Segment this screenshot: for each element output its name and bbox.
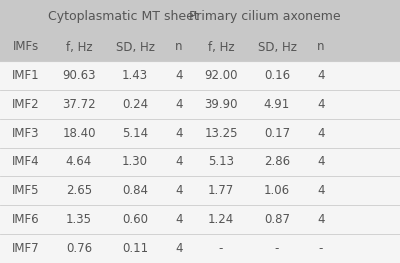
Bar <box>0 205 400 234</box>
Text: f, Hz: f, Hz <box>208 41 234 53</box>
Bar <box>0 234 400 263</box>
Text: 18.40: 18.40 <box>62 127 96 140</box>
Text: 4: 4 <box>175 98 183 111</box>
Text: 39.90: 39.90 <box>204 98 238 111</box>
Text: 0.84: 0.84 <box>122 184 148 197</box>
Text: IMF7: IMF7 <box>12 242 40 255</box>
Text: 0.16: 0.16 <box>264 69 290 82</box>
Bar <box>0 148 400 176</box>
Text: 1.06: 1.06 <box>264 184 290 197</box>
Text: 1.43: 1.43 <box>122 69 148 82</box>
Bar <box>0 0 400 61</box>
Text: 4: 4 <box>175 184 183 197</box>
Text: 4: 4 <box>317 184 325 197</box>
Text: -: - <box>219 242 223 255</box>
Text: IMF5: IMF5 <box>12 184 40 197</box>
Text: 37.72: 37.72 <box>62 98 96 111</box>
Text: n: n <box>175 41 183 53</box>
Text: 13.25: 13.25 <box>204 127 238 140</box>
Text: SD, Hz: SD, Hz <box>258 41 296 53</box>
Text: 4: 4 <box>317 69 325 82</box>
Text: f, Hz: f, Hz <box>66 41 92 53</box>
Text: IMF2: IMF2 <box>12 98 40 111</box>
Text: n: n <box>317 41 325 53</box>
Text: 2.65: 2.65 <box>66 184 92 197</box>
Text: 4: 4 <box>317 155 325 169</box>
Text: 0.87: 0.87 <box>264 213 290 226</box>
Text: SD, Hz: SD, Hz <box>116 41 154 53</box>
Text: 4.64: 4.64 <box>66 155 92 169</box>
Text: 1.30: 1.30 <box>122 155 148 169</box>
Text: Primary cilium axoneme: Primary cilium axoneme <box>189 10 341 23</box>
Text: IMFs: IMFs <box>13 41 39 53</box>
Text: 0.24: 0.24 <box>122 98 148 111</box>
Text: 0.60: 0.60 <box>122 213 148 226</box>
Text: 5.13: 5.13 <box>208 155 234 169</box>
Text: 4: 4 <box>317 213 325 226</box>
Text: 4: 4 <box>175 155 183 169</box>
Text: 0.76: 0.76 <box>66 242 92 255</box>
Bar <box>0 119 400 148</box>
Text: 4: 4 <box>317 127 325 140</box>
Text: 92.00: 92.00 <box>204 69 238 82</box>
Bar <box>0 90 400 119</box>
Text: 1.77: 1.77 <box>208 184 234 197</box>
Text: 2.86: 2.86 <box>264 155 290 169</box>
Text: 4: 4 <box>175 69 183 82</box>
Text: 4: 4 <box>175 127 183 140</box>
Text: IMF4: IMF4 <box>12 155 40 169</box>
Bar <box>0 61 400 90</box>
Text: 4: 4 <box>317 98 325 111</box>
Text: 90.63: 90.63 <box>62 69 96 82</box>
Text: 1.24: 1.24 <box>208 213 234 226</box>
Text: Cytoplasmatic MT sheet: Cytoplasmatic MT sheet <box>48 10 198 23</box>
Text: -: - <box>275 242 279 255</box>
Text: -: - <box>319 242 323 255</box>
Text: 1.35: 1.35 <box>66 213 92 226</box>
Text: 0.17: 0.17 <box>264 127 290 140</box>
Text: 4: 4 <box>175 213 183 226</box>
Text: 0.11: 0.11 <box>122 242 148 255</box>
Text: 5.14: 5.14 <box>122 127 148 140</box>
Text: 4.91: 4.91 <box>264 98 290 111</box>
Text: IMF6: IMF6 <box>12 213 40 226</box>
Bar <box>0 176 400 205</box>
Text: IMF1: IMF1 <box>12 69 40 82</box>
Text: IMF3: IMF3 <box>12 127 40 140</box>
Text: 4: 4 <box>175 242 183 255</box>
